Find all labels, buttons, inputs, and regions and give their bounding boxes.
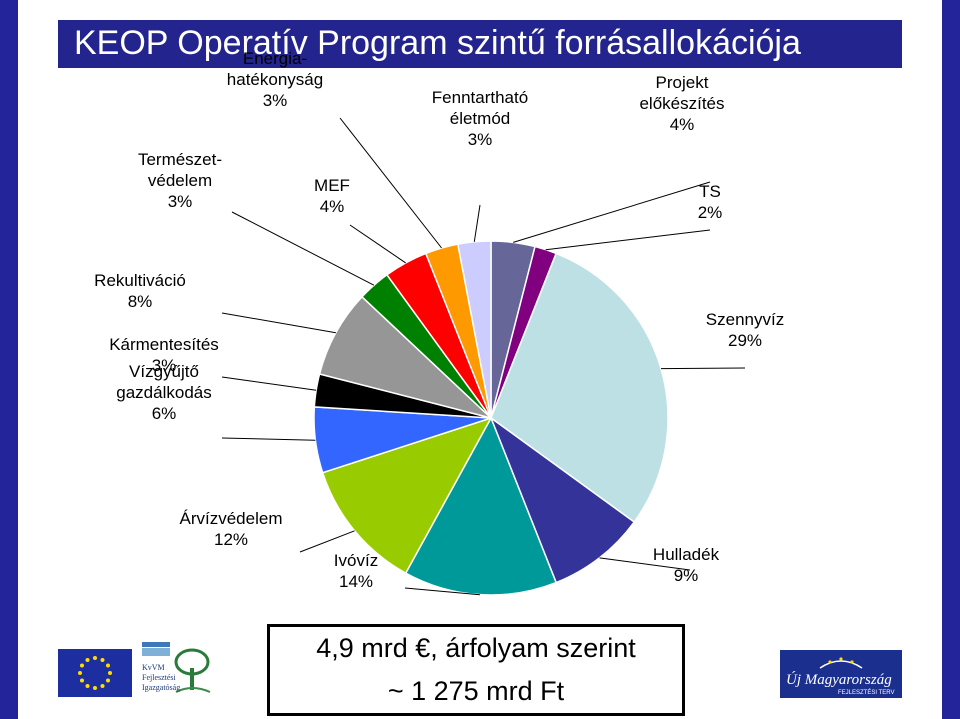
right-border [942, 0, 960, 719]
eu-stars-icon [78, 656, 112, 690]
kvvm-line-3: Igazgatóság [142, 683, 180, 692]
slice-label-1: TS 2% [698, 182, 723, 222]
kvvm-line-1: KvVM [142, 663, 165, 672]
leader-line-1 [545, 229, 711, 251]
uj-magyarorszag-logo: Új Magyarország FEJLESZTÉSI TERV [780, 650, 902, 698]
slice-label-0: Projekt előkészítés 4% [639, 73, 724, 134]
leader-lines [221, 117, 746, 596]
pie-slice-5 [321, 416, 493, 575]
leader-line-4 [404, 587, 480, 596]
leader-line-0 [513, 181, 711, 243]
total-eur-text: 4,9 mrd €, árfolyam szerint [316, 633, 636, 663]
pie-slice-2 [490, 252, 669, 524]
pie-slices [313, 240, 669, 596]
leader-line-11 [339, 117, 442, 249]
page-title: KEOP Operatív Program szintű forrásallok… [74, 24, 801, 62]
um-logo-subtext: FEJLESZTÉSI TERV [838, 689, 894, 696]
slice-label-7: Kármentesítés 3% [109, 335, 219, 375]
slice-label-8: Rekultiváció 8% [94, 271, 186, 311]
kvvm-logo: KvVM Fejlesztési Igazgatóság [140, 640, 212, 702]
leader-line-9 [231, 211, 375, 286]
slice-label-10: MEF 4% [314, 176, 350, 216]
um-logo-text: Új Magyarország [786, 671, 892, 688]
total-huf-text: ~ 1 275 mrd Ft [387, 676, 565, 706]
leader-line-3 [599, 557, 691, 571]
slice-label-5: Árvízvédelem 12% [180, 509, 283, 549]
kvvm-line-2: Fejlesztési [142, 673, 177, 682]
uj-magyarorszag-emblem-icon: Új Magyarország FEJLESZTÉSI TERV [786, 657, 894, 696]
leader-line-10 [349, 224, 406, 264]
leader-line-6 [221, 437, 316, 441]
pie-slice-3 [489, 415, 636, 584]
slice-label-6: Vízgyűjtő gazdálkodás 6% [116, 362, 211, 423]
eu-flag-logo [58, 649, 132, 697]
slice-label-9: Természet-védelem 3% [138, 150, 222, 211]
kvvm-tree-icon: KvVM Fejlesztési Igazgatóság [142, 642, 211, 693]
left-border [0, 0, 18, 719]
leader-line-8 [221, 312, 336, 334]
slice-label-3: Hulladék 9% [653, 545, 720, 585]
leader-line-5 [299, 530, 355, 553]
leader-line-12 [473, 204, 481, 242]
slice-label-4: Ivóvíz 14% [334, 551, 378, 591]
slice-label-2: Szennyvíz 29% [706, 310, 784, 350]
slice-label-12: Fenntartható életmód 3% [432, 88, 528, 149]
slice-labels: Projekt előkészítés 4% TS 2% Szennyvíz 29% Hull… [94, 49, 784, 591]
title-bar: KEOP Operatív Program szintű forrásallok… [58, 20, 902, 68]
total-allocation-box: 4,9 mrd €, árfolyam szerint ~ 1 275 mrd … [267, 624, 685, 716]
pie-slice-8 [318, 295, 492, 419]
slice-label-11: Energia-hatékonyság 3% [227, 49, 323, 110]
leader-line-2 [660, 367, 746, 370]
leader-line-7 [221, 376, 317, 391]
